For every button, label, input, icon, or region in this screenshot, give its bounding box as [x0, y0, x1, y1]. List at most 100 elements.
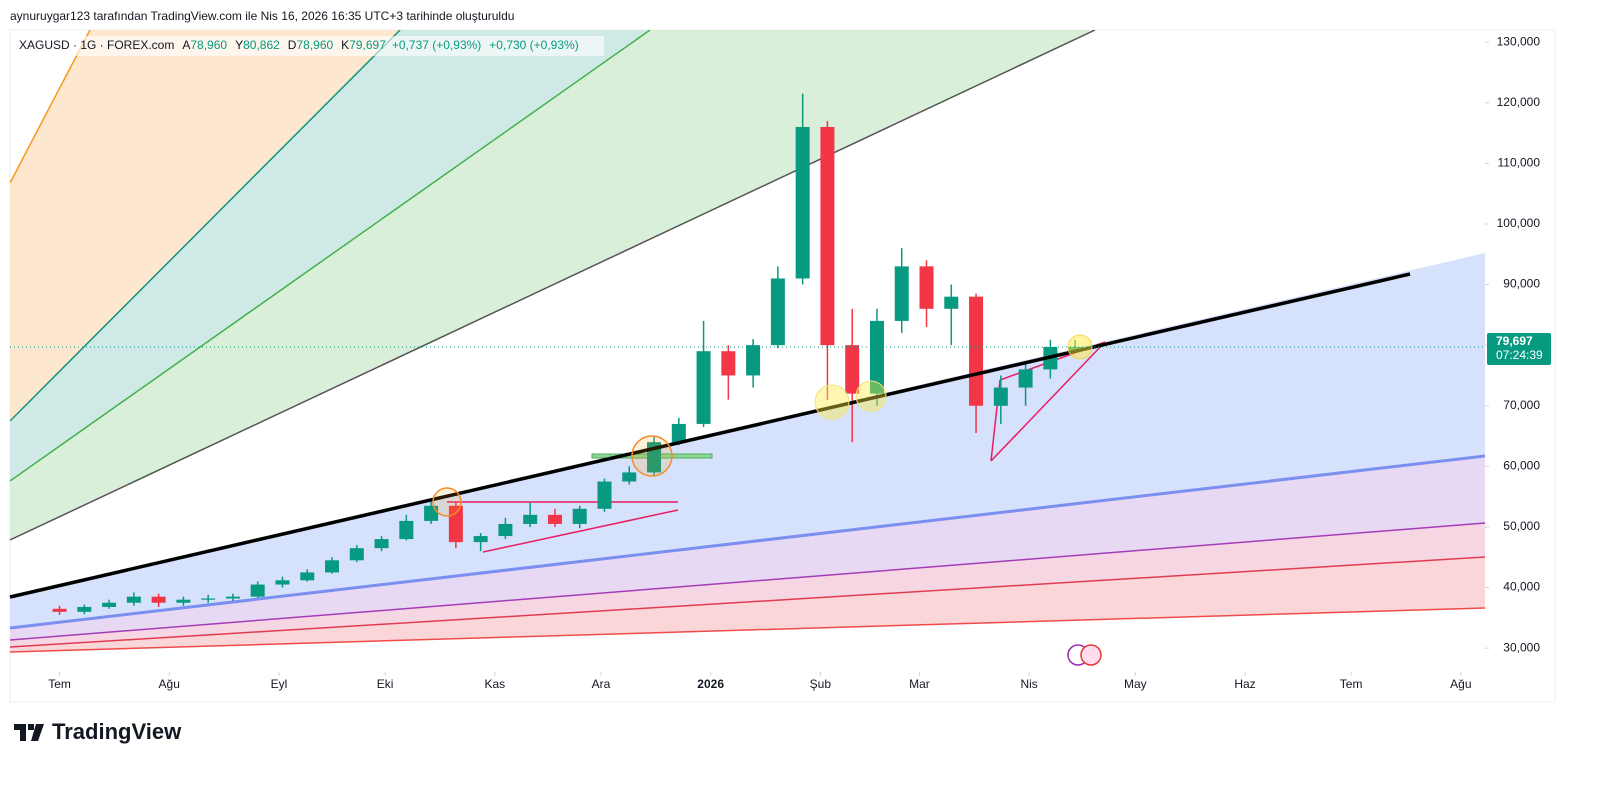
event-icon[interactable]	[1080, 644, 1102, 666]
y-tick-label: 60,000	[1503, 459, 1540, 473]
highlight-circle	[432, 487, 462, 517]
y-tick-label: 100,000	[1497, 216, 1541, 230]
candle-body	[944, 296, 959, 309]
symbol: XAGUSD · 1G · FOREX.com	[19, 38, 174, 52]
candle-body	[597, 481, 612, 509]
ohlc-value: 78,960	[190, 38, 227, 52]
candle-body	[498, 523, 513, 537]
candle-body	[225, 596, 240, 599]
change-extended: +0,730 (+0,93%)	[489, 38, 578, 52]
attribution: aynuruygar123 tarafından TradingView.com…	[10, 9, 514, 23]
candle-body	[969, 296, 984, 406]
x-tick-label: Ağu	[159, 677, 180, 691]
ohlc-label: D	[288, 38, 297, 52]
candle-body	[746, 345, 761, 376]
candle-body	[523, 514, 538, 524]
candle-body	[770, 278, 785, 346]
y-tick-label: 120,000	[1497, 95, 1541, 109]
fan-line	[10, 454, 1485, 630]
ohlc-value: 79,697	[349, 38, 386, 52]
candle-body	[300, 572, 315, 581]
y-tick-label: 70,000	[1503, 398, 1540, 412]
candle-body	[201, 598, 216, 600]
candle-body	[869, 320, 884, 394]
y-tick-label: 130,000	[1497, 34, 1541, 48]
x-tick-label: 2026	[697, 677, 724, 691]
highlight-circle	[855, 380, 887, 412]
fan-zone	[10, 557, 1485, 652]
y-tick-label: 40,000	[1503, 580, 1540, 594]
candle-body	[671, 423, 686, 443]
candles	[52, 93, 1083, 615]
fan-line	[10, 30, 651, 482]
y-tick-label: 110,000	[1498, 156, 1541, 170]
x-tick-label: Eki	[377, 677, 394, 691]
candle-body	[919, 266, 934, 309]
fan-zone	[10, 253, 1485, 628]
logo-mark	[14, 724, 44, 741]
candle-body	[275, 580, 290, 585]
candle-body	[349, 548, 364, 561]
y-tick-label: 50,000	[1503, 519, 1540, 533]
candle-body	[721, 351, 736, 376]
logo: TradingView	[14, 719, 182, 744]
fan-line	[10, 607, 1485, 653]
fan-zone	[10, 523, 1485, 647]
ohlc-label: Y	[235, 38, 243, 52]
candle-body	[993, 387, 1008, 406]
highlight-circle	[631, 435, 673, 477]
price-tag	[1487, 332, 1551, 365]
x-tick-label: Tem	[1340, 677, 1363, 691]
brand: TradingView	[52, 719, 182, 744]
legend: XAGUSD · 1G · FOREX.com A78,960 Y80,862 D78…	[19, 38, 579, 52]
candle-body	[52, 608, 67, 612]
candle-body	[795, 126, 810, 279]
candle-body	[845, 345, 860, 394]
candle-body	[894, 266, 909, 321]
candle-body	[572, 508, 587, 524]
fan-zone	[10, 456, 1485, 640]
change: +0,737 (+0,93%)	[392, 38, 481, 52]
candle-body	[820, 126, 835, 346]
ohlc-value: 78,960	[296, 38, 333, 52]
highlight-circle	[1067, 334, 1093, 360]
highlight-circle	[814, 384, 850, 420]
countdown: 07:24:39	[1496, 348, 1543, 362]
candle-body	[1018, 369, 1033, 388]
trend-line	[9, 272, 1411, 599]
candle-body	[151, 596, 166, 603]
x-tick-label: Kas	[484, 677, 505, 691]
x-tick-label: Şub	[810, 677, 832, 691]
ohlc-value: 80,862	[243, 38, 280, 52]
x-tick-label: Eyl	[271, 677, 288, 691]
price-tag-label: 79,697	[1496, 334, 1533, 348]
candle-body	[696, 351, 711, 424]
candle-body	[250, 584, 265, 597]
ohlc-label: A	[182, 38, 190, 52]
candle-body	[622, 472, 637, 482]
candle-body	[77, 606, 92, 612]
x-tick-label: Haz	[1234, 677, 1255, 691]
drawings	[10, 30, 1485, 653]
x-tick-label: Ağu	[1450, 677, 1471, 691]
y-tick-label: 90,000	[1503, 277, 1540, 291]
candle-body	[176, 599, 191, 603]
candle-body	[374, 539, 389, 549]
trend-line	[990, 341, 1106, 462]
fan-line	[10, 30, 401, 422]
fan-line	[10, 522, 1485, 641]
overlays	[9, 272, 1411, 666]
x-tick-label: Tem	[48, 677, 71, 691]
candle-body	[473, 536, 488, 543]
candle-body	[547, 514, 562, 524]
fan-line	[10, 30, 1096, 541]
fan-line	[10, 556, 1485, 648]
y-tick-label: 30,000	[1503, 640, 1540, 654]
candle-body	[126, 596, 141, 603]
x-tick-label: Ara	[592, 677, 611, 691]
candle-body	[325, 560, 340, 573]
candle-body	[399, 520, 414, 540]
ohlc-label: K	[341, 38, 349, 52]
